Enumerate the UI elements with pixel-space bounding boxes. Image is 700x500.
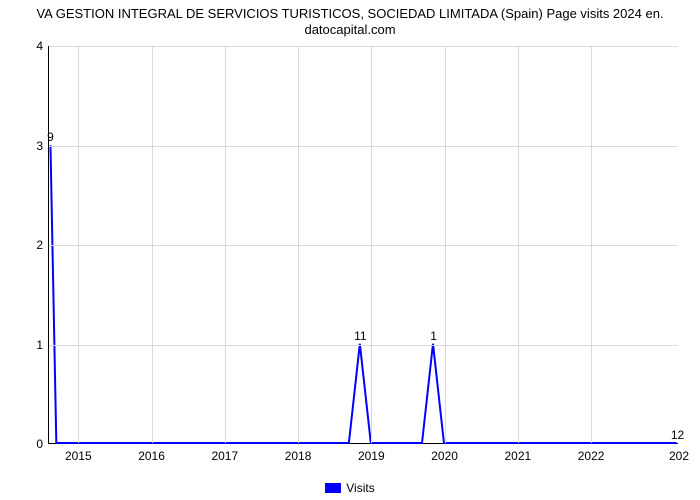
chart-title-line2: datocapital.com xyxy=(304,22,395,37)
x-tick-label: 2022 xyxy=(578,449,605,463)
chart-title: VA GESTION INTEGRAL DE SERVICIOS TURISTI… xyxy=(0,6,700,39)
plot-area: 2015201620172018201920202021202220201234… xyxy=(48,46,678,444)
data-callout: 1 xyxy=(430,329,437,343)
x-tick-label: 2020 xyxy=(431,449,458,463)
y-tick-label: 1 xyxy=(36,338,43,352)
y-tick-label: 3 xyxy=(36,139,43,153)
x-tick-label: 2019 xyxy=(358,449,385,463)
x-tick-label-end: 202 xyxy=(669,449,689,463)
legend-swatch xyxy=(325,483,341,493)
x-tick-label: 2018 xyxy=(285,449,312,463)
legend: Visits xyxy=(0,480,700,495)
data-callout: 9 xyxy=(47,130,54,144)
data-callout: 12 xyxy=(671,428,684,442)
x-tick-label: 2016 xyxy=(138,449,165,463)
legend-label: Visits xyxy=(346,481,374,495)
y-tick-label: 0 xyxy=(36,437,43,451)
x-tick-label: 2015 xyxy=(65,449,92,463)
chart-title-line1: VA GESTION INTEGRAL DE SERVICIOS TURISTI… xyxy=(36,6,663,21)
gridline-horizontal xyxy=(49,345,678,346)
gridline-horizontal xyxy=(49,245,678,246)
gridline-horizontal xyxy=(49,146,678,147)
data-callout: 11 xyxy=(354,329,366,343)
gridline-horizontal xyxy=(49,46,678,47)
y-tick-label: 4 xyxy=(36,39,43,53)
y-tick-label: 2 xyxy=(36,238,43,252)
x-tick-label: 2017 xyxy=(211,449,238,463)
x-tick-label: 2021 xyxy=(504,449,531,463)
